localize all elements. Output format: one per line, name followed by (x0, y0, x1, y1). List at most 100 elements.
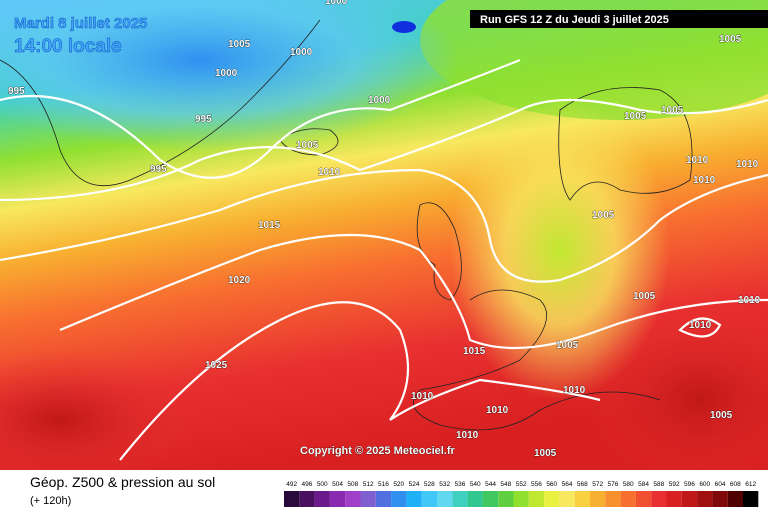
scale-label: 600 (699, 481, 710, 488)
scale-swatch (406, 491, 422, 507)
scale-swatch (314, 491, 330, 507)
scale-label: 592 (669, 481, 680, 488)
scale-swatch (498, 491, 514, 507)
isobar-label: 1005 (228, 39, 251, 50)
scale-swatch (651, 491, 667, 507)
scale-label: 588 (653, 481, 664, 488)
scale-swatch (345, 491, 361, 507)
isobar-label: 1010 (693, 175, 716, 186)
scale-label: 544 (485, 481, 496, 488)
scale-label: 512 (363, 481, 374, 488)
scale-swatch (544, 491, 560, 507)
scale-swatch (574, 491, 590, 507)
scale-swatch (620, 491, 636, 507)
scale-swatch (666, 491, 682, 507)
scale-label: 500 (317, 481, 328, 488)
isobar-label: 1000 (290, 47, 313, 58)
isobar-label: 1010 (736, 159, 759, 170)
scale-label: 504 (332, 481, 343, 488)
scale-label: 508 (347, 481, 358, 488)
scale-swatch (299, 491, 315, 507)
scale-label: 524 (409, 481, 420, 488)
isobar-label: 1005 (719, 34, 742, 45)
scale-label: 520 (393, 481, 404, 488)
scale-label: 496 (302, 481, 313, 488)
isobar-label: 1005 (710, 410, 733, 421)
isobar-label: 1010 (486, 405, 509, 416)
scale-label: 532 (439, 481, 450, 488)
scale-label: 552 (516, 481, 527, 488)
isobar-label: 1005 (534, 448, 557, 459)
isobar-label: 1000 (325, 0, 348, 7)
scale-swatch (635, 491, 652, 507)
color-scale: 492 496 500 504 508 512 516 520 524 528 532 536 540 5… (284, 481, 759, 507)
scale-swatch (391, 491, 407, 507)
legend-title: Géop. Z500 & pression au sol (30, 474, 215, 490)
isobar-label: 1005 (296, 140, 319, 151)
scale-swatch (421, 491, 437, 507)
scale-label: 556 (531, 481, 542, 488)
isobar-label: 1020 (228, 275, 251, 286)
scale-swatch (437, 491, 453, 507)
isobar-label: 1015 (258, 220, 281, 231)
scale-swatch (452, 491, 468, 507)
scale-label: 516 (378, 481, 389, 488)
isobar-label: 1010 (318, 167, 341, 178)
isobar-label: 1005 (661, 105, 684, 116)
scale-label: 612 (745, 481, 756, 488)
scale-label: 568 (577, 481, 588, 488)
scale-label: 540 (470, 481, 481, 488)
scale-swatch (360, 491, 376, 507)
scale-swatch (467, 491, 483, 507)
scale-label: 536 (455, 481, 466, 488)
scale-label: 564 (562, 481, 573, 488)
scale-swatch (712, 491, 728, 507)
scale-swatch (590, 491, 606, 507)
scale-swatch (743, 491, 759, 507)
scale-label: 604 (715, 481, 726, 488)
forecast-time: 14:00 locale (14, 36, 122, 57)
scale-swatch (375, 491, 392, 507)
scale-label: 528 (424, 481, 435, 488)
run-info: Run GFS 12 Z du Jeudi 3 juillet 2025 (480, 14, 669, 26)
run-banner (470, 10, 768, 28)
isobar-label: 995 (195, 114, 212, 125)
scale-swatch (559, 491, 575, 507)
scale-swatch (727, 491, 743, 507)
isobar-label: 995 (8, 86, 25, 97)
scale-label: 492 (286, 481, 297, 488)
coastlines (0, 19, 693, 431)
scale-swatch (284, 491, 300, 507)
scale-swatch (681, 491, 698, 507)
copyright: Copyright © 2025 Meteociel.fr (300, 445, 456, 457)
isobars (0, 58, 768, 461)
isobar-label: 1010 (411, 391, 434, 402)
scale-swatch (697, 491, 713, 507)
isobar-label: 1015 (463, 346, 486, 357)
isobar-label: 1005 (556, 340, 579, 351)
isobar-label: 1000 (215, 68, 238, 79)
scale-label: 548 (500, 481, 511, 488)
scale-label: 576 (608, 481, 619, 488)
scale-swatch (605, 491, 621, 507)
map-background (0, 0, 768, 490)
scale-swatch (482, 491, 499, 507)
isobar-label: 995 (150, 164, 167, 175)
scale-label: 584 (638, 481, 649, 488)
scale-label: 580 (623, 481, 634, 488)
isobar-label: 1000 (368, 95, 391, 106)
scale-swatch (329, 491, 346, 507)
isobar-labels: 1000 995 1005 1000 1000 995 1000 995 1005 1010 101… (8, 0, 761, 459)
isobar-label: 1005 (633, 291, 656, 302)
isobar-label: 1010 (563, 385, 586, 396)
scale-swatch (513, 491, 529, 507)
scale-label: 572 (592, 481, 603, 488)
isobar-label: 1010 (456, 430, 479, 441)
isobar-label: 1005 (592, 210, 615, 221)
scale-swatch (528, 491, 545, 507)
isobar-label: 1010 (689, 320, 712, 331)
lead-time: (+ 120h) (30, 495, 71, 507)
scale-label: 560 (546, 481, 557, 488)
